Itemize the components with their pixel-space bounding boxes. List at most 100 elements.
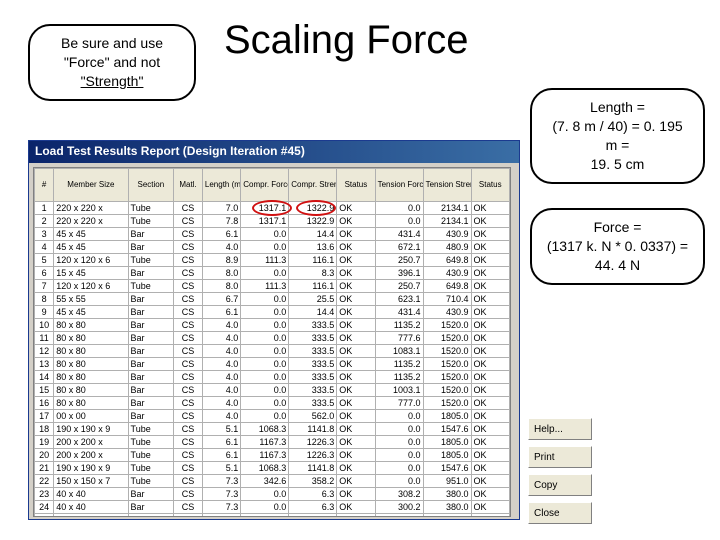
table-row[interactable]: 445 x 45BarCS4.00.013.6OK672.1480.9OK <box>35 241 510 254</box>
cell-len: 4.0 <box>202 410 240 423</box>
cell-matl: CS <box>174 436 203 449</box>
hdr-st2[interactable]: Status <box>471 169 509 202</box>
cell-ts: 2134.1 <box>423 215 471 228</box>
cell-len: 8.9 <box>202 254 240 267</box>
table-row[interactable]: 1280 x 80BarCS4.00.0333.5OK1083.11520.0O… <box>35 345 510 358</box>
cell-tf: 0.0 <box>375 436 423 449</box>
hdr-section[interactable]: Section <box>128 169 174 202</box>
cell-len: 6.7 <box>202 293 240 306</box>
cell-len: 4.0 <box>202 358 240 371</box>
cell-num: 23 <box>35 488 54 501</box>
cell-num: 25 <box>35 514 54 518</box>
cell-tf: 1003.1 <box>375 384 423 397</box>
cell-member: 40 x 40 <box>54 501 128 514</box>
cell-cf: 0.0 <box>241 488 289 501</box>
cell-tf: 0.0 <box>375 202 423 215</box>
close-button[interactable]: Close <box>528 502 592 524</box>
hdr-tf[interactable]: Tension Force (kN) <box>375 169 423 202</box>
cell-member: 45 x 45 <box>54 241 128 254</box>
cell-member: 190 x 190 x 9 <box>54 423 128 436</box>
cell-len: 8.0 <box>202 267 240 280</box>
cell-cf: 1068.3 <box>241 423 289 436</box>
table-row[interactable]: 25150 x 150 x 7TubeCS7.3342.6358.2OK0.09… <box>35 514 510 518</box>
table-row[interactable]: 5120 x 120 x 6TubeCS8.9111.3116.1OK250.7… <box>35 254 510 267</box>
cell-cs: 1322.9 <box>289 202 337 215</box>
cell-member: 120 x 120 x 6 <box>54 280 128 293</box>
table-row[interactable]: 1220 x 220 xTubeCS7.01317.11322.9OK0.021… <box>35 202 510 215</box>
cell-st2: OK <box>471 397 509 410</box>
table-row[interactable]: 2220 x 220 xTubeCS7.81317.11322.9OK0.021… <box>35 215 510 228</box>
cell-matl: CS <box>174 423 203 436</box>
cell-st1: OK <box>337 319 375 332</box>
cell-st2: OK <box>471 501 509 514</box>
cell-len: 7.3 <box>202 501 240 514</box>
cell-num: 4 <box>35 241 54 254</box>
hdr-num[interactable]: # <box>35 169 54 202</box>
cell-matl: CS <box>174 449 203 462</box>
cell-matl: CS <box>174 215 203 228</box>
cell-len: 6.1 <box>202 306 240 319</box>
hdr-st1[interactable]: Status <box>337 169 375 202</box>
callout-r1-line4: 19. 5 cm <box>546 155 689 174</box>
table-row[interactable]: 22150 x 150 x 7TubeCS7.3342.6358.2OK0.09… <box>35 475 510 488</box>
cell-cf: 0.0 <box>241 501 289 514</box>
callout-right-1: Length = (7. 8 m / 40) = 0. 195 m = 19. … <box>530 88 705 184</box>
cell-matl: CS <box>174 462 203 475</box>
cell-cs: 1226.3 <box>289 436 337 449</box>
hdr-ts[interactable]: Tension Strength (kN) <box>423 169 471 202</box>
table-row[interactable]: 1480 x 80BarCS4.00.0333.5OK1135.21520.0O… <box>35 371 510 384</box>
table-row[interactable]: 20200 x 200 xTubeCS6.11167.31226.3OK0.01… <box>35 449 510 462</box>
cell-st2: OK <box>471 358 509 371</box>
table-row[interactable]: 21190 x 190 x 9TubeCS5.11068.31141.8OK0.… <box>35 462 510 475</box>
table-row[interactable]: 2440 x 40BarCS7.30.06.3OK300.2380.0OK <box>35 501 510 514</box>
cell-member: 190 x 190 x 9 <box>54 462 128 475</box>
cell-ts: 649.8 <box>423 254 471 267</box>
cell-num: 12 <box>35 345 54 358</box>
cell-member: 15 x 45 <box>54 267 128 280</box>
hdr-matl[interactable]: Matl. <box>174 169 203 202</box>
cell-section: Bar <box>128 228 174 241</box>
table-row[interactable]: 19200 x 200 xTubeCS6.11167.31226.3OK0.01… <box>35 436 510 449</box>
help-button[interactable]: Help... <box>528 418 592 440</box>
cell-member: 200 x 200 x <box>54 449 128 462</box>
table-row[interactable]: 855 x 55BarCS6.70.025.5OK623.1710.4OK <box>35 293 510 306</box>
hdr-cf[interactable]: Compr. Force (kN) <box>241 169 289 202</box>
table-row[interactable]: 1580 x 80BarCS4.00.0333.5OK1003.11520.0O… <box>35 384 510 397</box>
hdr-len[interactable]: Length (m) <box>202 169 240 202</box>
table-row[interactable]: 2340 x 40BarCS7.30.06.3OK308.2380.0OK <box>35 488 510 501</box>
cell-num: 16 <box>35 397 54 410</box>
table-row[interactable]: 18190 x 190 x 9TubeCS5.11068.31141.8OK0.… <box>35 423 510 436</box>
cell-section: Bar <box>128 384 174 397</box>
cell-ts: 430.9 <box>423 306 471 319</box>
cell-num: 3 <box>35 228 54 241</box>
table-row[interactable]: 345 x 45BarCS6.10.014.4OK431.4430.9OK <box>35 228 510 241</box>
table-row[interactable]: 615 x 45BarCS8.00.08.3OK396.1430.9OK <box>35 267 510 280</box>
cell-st2: OK <box>471 436 509 449</box>
cell-st2: OK <box>471 410 509 423</box>
cell-num: 13 <box>35 358 54 371</box>
table-row[interactable]: 1700 x 00BarCS4.00.0562.0OK0.01805.0OK <box>35 410 510 423</box>
cell-cs: 333.5 <box>289 358 337 371</box>
cell-cs: 1141.8 <box>289 423 337 436</box>
table-row[interactable]: 1380 x 80BarCS4.00.0333.5OK1135.21520.0O… <box>35 358 510 371</box>
cell-st2: OK <box>471 254 509 267</box>
print-button[interactable]: Print <box>528 446 592 468</box>
table-row[interactable]: 1680 x 80BarCS4.00.0333.5OK777.01520.0OK <box>35 397 510 410</box>
cell-cs: 358.2 <box>289 475 337 488</box>
hdr-cs[interactable]: Compr. Strength (kN) <box>289 169 337 202</box>
copy-button[interactable]: Copy <box>528 474 592 496</box>
cell-section: Bar <box>128 397 174 410</box>
cell-ts: 380.0 <box>423 488 471 501</box>
cell-st1: OK <box>337 241 375 254</box>
table-row[interactable]: 7120 x 120 x 6TubeCS8.0111.3116.1OK250.7… <box>35 280 510 293</box>
cell-section: Bar <box>128 488 174 501</box>
cell-matl: CS <box>174 371 203 384</box>
cell-num: 22 <box>35 475 54 488</box>
hdr-member[interactable]: Member Size <box>54 169 128 202</box>
table-row[interactable]: 945 x 45BarCS6.10.014.4OK431.4430.9OK <box>35 306 510 319</box>
cell-len: 7.3 <box>202 475 240 488</box>
table-row[interactable]: 1080 x 80BarCS4.00.0333.5OK1135.21520.0O… <box>35 319 510 332</box>
cell-matl: CS <box>174 332 203 345</box>
cell-st2: OK <box>471 345 509 358</box>
table-row[interactable]: 1180 x 80BarCS4.00.0333.5OK777.61520.0OK <box>35 332 510 345</box>
